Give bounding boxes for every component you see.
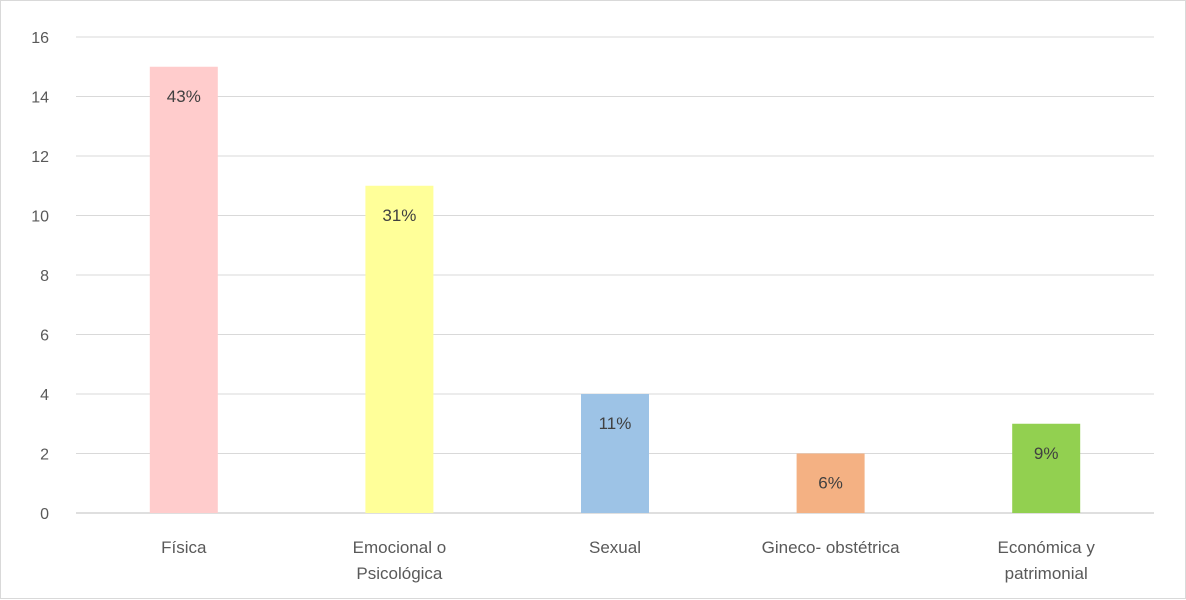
y-tick-label: 6: [40, 328, 49, 345]
bar: [1012, 423, 1081, 513]
bar-data-label: 11%: [599, 414, 632, 433]
x-axis-category-labels: Física Emocional o Psicológica Sexual Gineco…: [161, 538, 1095, 583]
y-tick-label: 16: [31, 30, 49, 47]
x-category-label: Física: [161, 538, 207, 557]
x-category-label: Económica y patrimonial: [998, 538, 1096, 583]
bar: [796, 453, 865, 513]
x-category-label: Emocional o Psicológica: [353, 538, 447, 583]
bars: [149, 66, 1081, 513]
bar: [149, 66, 218, 513]
gridlines: [76, 36, 1154, 514]
bar: [365, 185, 434, 513]
y-tick-label: 2: [40, 447, 49, 464]
y-tick-label: 8: [40, 268, 49, 285]
bar-data-label: 31%: [382, 206, 416, 225]
bar-data-label: 6%: [818, 474, 843, 493]
y-tick-label: 14: [31, 90, 49, 107]
y-tick-label: 4: [40, 387, 49, 404]
x-category-label: Sexual: [589, 538, 641, 557]
bar-data-label: 43%: [167, 87, 201, 106]
y-axis-tick-labels: 0 2 4 6 8 10 12 14 16: [31, 30, 49, 523]
y-tick-label: 10: [31, 209, 49, 226]
data-labels: 43% 31% 11% 6% 9%: [167, 87, 1059, 493]
x-category-label: Gineco- obstétrica: [762, 538, 900, 557]
bar: [581, 394, 649, 513]
bar-data-label: 9%: [1034, 444, 1059, 463]
y-tick-label: 12: [31, 149, 49, 166]
y-tick-label: 0: [40, 506, 49, 523]
